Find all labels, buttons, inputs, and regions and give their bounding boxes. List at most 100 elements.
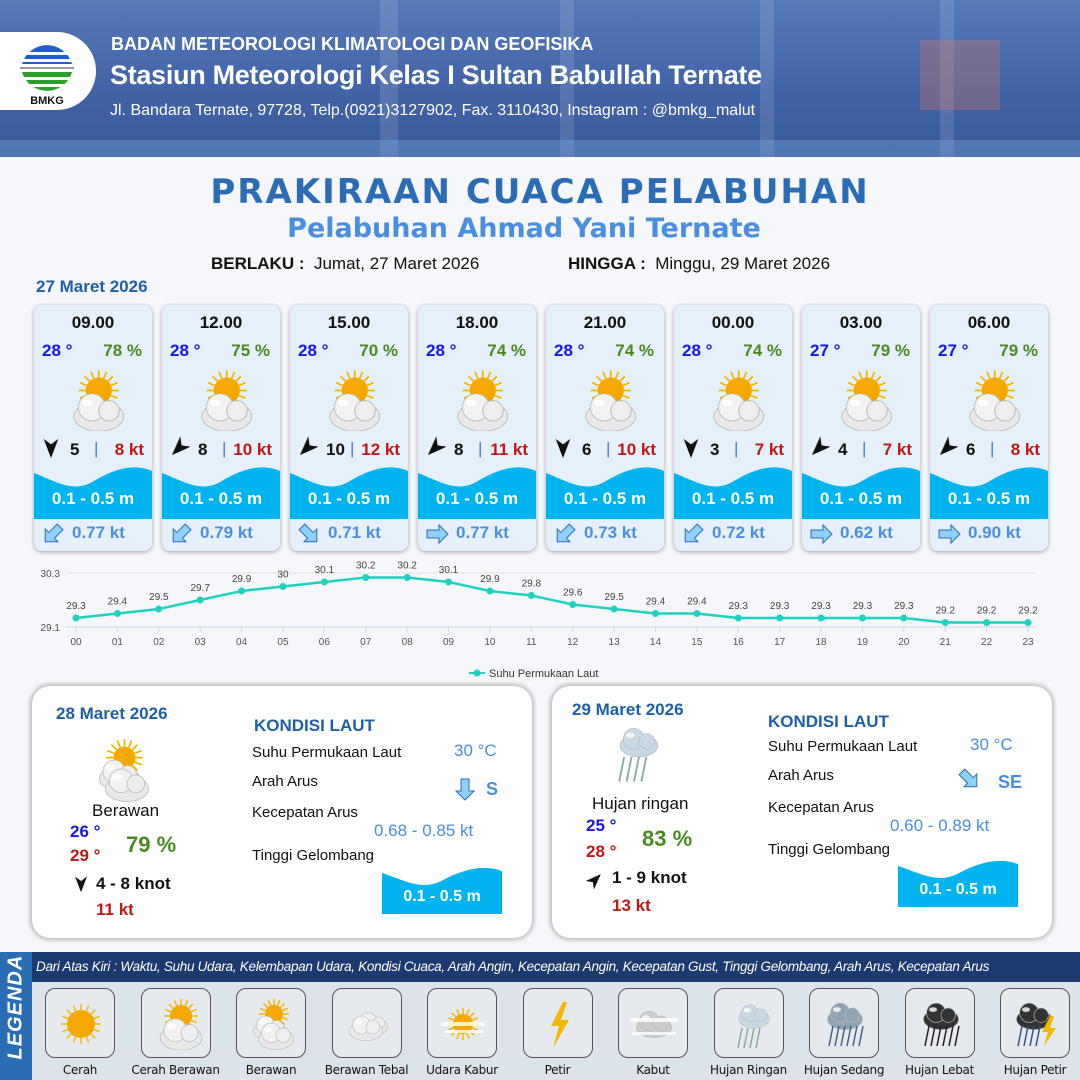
data-point[interactable] <box>651 610 659 617</box>
hujan-petir-icon <box>1016 1002 1056 1047</box>
data-point[interactable] <box>858 614 866 622</box>
wind-speed: 10 <box>326 440 345 459</box>
station-name: Stasiun Meteorologi Kelas I Sultan Babul… <box>110 60 762 90</box>
forecast-card: 09.00 28 ° 78 % 5 | 8 kt 0.1 - 0.5 m 0.7… <box>34 305 152 551</box>
forecast-card: 12.00 28 ° 75 % 8 | 10 kt 0.1 - 0.5 m 0.… <box>162 305 280 551</box>
wave-icon <box>898 857 1018 907</box>
udara-kabur-icon <box>441 1008 485 1040</box>
kabut-icon <box>630 1010 678 1038</box>
day-weather-icon <box>90 738 154 807</box>
x-tick-label: 10 <box>484 637 496 648</box>
valid-to-label: HINGGA : <box>568 254 646 273</box>
cerah-berawan-icon <box>329 370 381 432</box>
humidity: 74 % <box>615 341 654 360</box>
x-tick-label: 12 <box>567 637 579 648</box>
data-label: 29.8 <box>522 579 542 590</box>
weather-icon <box>314 369 386 432</box>
wind-direction-icon <box>72 874 90 894</box>
x-tick-label: 22 <box>981 637 993 648</box>
wind-direction-icon <box>808 436 831 460</box>
data-point[interactable] <box>941 619 949 626</box>
forecast-time: 12.00 <box>199 313 243 332</box>
weather-icon <box>826 369 898 432</box>
agency-name: BADAN METEOROLOGI KLIMATOLOGI DAN GEOFIS… <box>111 34 594 54</box>
separator: | <box>222 439 227 458</box>
bmkg-logo: BMKG <box>0 32 96 110</box>
weather-icon <box>442 369 514 432</box>
legend-item-label: Cerah Berawan <box>131 1063 220 1077</box>
wave-icon <box>418 463 536 519</box>
wind-direction-icon <box>296 436 319 460</box>
sst-label: Suhu Permukaan Laut <box>768 738 918 755</box>
air-temp: 28 ° <box>170 341 201 360</box>
current-speed: 0.73 kt <box>584 523 637 542</box>
x-tick-label: 01 <box>112 637 124 648</box>
wave-icon <box>34 463 152 519</box>
data-point[interactable] <box>403 574 411 581</box>
legend-icon-box <box>904 988 975 1058</box>
wave-height: 0.1 - 0.5 m <box>307 489 391 508</box>
y-tick-label: 30.3 <box>41 569 61 580</box>
current-speed: 0.77 kt <box>456 523 509 542</box>
data-point[interactable] <box>320 578 328 586</box>
wave-height: 0.1 - 0.5 m <box>919 881 997 898</box>
cerah-icon <box>61 1004 101 1044</box>
legend-label: Suhu Permukaan Laut <box>489 668 598 680</box>
sea-condition-title: KONDISI LAUT <box>768 712 889 731</box>
data-point[interactable] <box>155 605 163 613</box>
cerah-berawan-icon <box>159 999 202 1050</box>
x-tick-label: 17 <box>774 637 786 648</box>
data-point[interactable] <box>817 614 825 622</box>
day-date: 29 Maret 2026 <box>572 700 684 719</box>
data-point[interactable] <box>113 610 121 617</box>
data-point[interactable] <box>72 614 80 622</box>
data-point[interactable] <box>279 583 287 590</box>
data-point[interactable] <box>527 592 535 599</box>
wave-icon <box>930 463 1048 519</box>
forecast-time: 03.00 <box>839 313 883 332</box>
x-tick-label: 23 <box>1022 637 1034 648</box>
data-point[interactable] <box>900 614 908 622</box>
data-point[interactable] <box>1024 619 1032 626</box>
data-point[interactable] <box>196 596 204 604</box>
current-speed: 0.90 kt <box>968 523 1021 542</box>
wind-speed: 4 <box>838 440 848 459</box>
current-speed: 0.62 kt <box>840 523 893 542</box>
air-temp: 27 ° <box>938 341 969 360</box>
current-dir-value: SE <box>998 772 1023 792</box>
current-direction-icon <box>936 521 962 547</box>
air-temp: 28 ° <box>298 341 329 360</box>
legend-description: Dari Atas Kiri : Waktu, Suhu Udara, Kele… <box>32 952 1080 982</box>
data-point[interactable] <box>610 605 618 613</box>
data-point[interactable] <box>486 587 494 595</box>
data-point[interactable] <box>569 601 577 608</box>
current-dir-value: S <box>486 779 499 799</box>
x-tick-label: 13 <box>609 637 621 648</box>
current-speed-value: 0.68 - 0.85 kt <box>374 821 474 840</box>
data-label: 29.7 <box>190 583 210 594</box>
data-point[interactable] <box>983 619 991 626</box>
chart-legend[interactable]: Suhu Permukaan Laut <box>469 668 598 680</box>
wave-icon <box>546 463 664 519</box>
forecast-time: 15.00 <box>327 313 371 332</box>
header-banner <box>0 0 1080 157</box>
cerah-berawan-icon <box>201 370 253 432</box>
separator: | <box>350 439 355 458</box>
data-point[interactable] <box>362 574 370 581</box>
svg-text:BMKG: BMKG <box>30 95 64 107</box>
data-point[interactable] <box>693 610 701 617</box>
data-label: 29.3 <box>729 601 749 612</box>
legend-item-label: Berawan <box>245 1063 297 1077</box>
data-point[interactable] <box>776 614 784 622</box>
wave-height: 0.1 - 0.5 m <box>691 489 775 508</box>
data-point[interactable] <box>734 614 742 622</box>
data-point[interactable] <box>445 578 453 586</box>
wave-height: 0.1 - 0.5 m <box>179 489 263 508</box>
x-tick-label: 19 <box>857 637 869 648</box>
page-subtitle: Pelabuhan Ahmad Yani Ternate <box>287 213 761 244</box>
sst-value: 30 °C <box>970 735 1013 754</box>
temp-max: 28 ° <box>586 842 617 861</box>
cerah-berawan-icon <box>713 370 765 432</box>
data-label: 29.4 <box>646 597 666 608</box>
data-point[interactable] <box>238 587 246 595</box>
